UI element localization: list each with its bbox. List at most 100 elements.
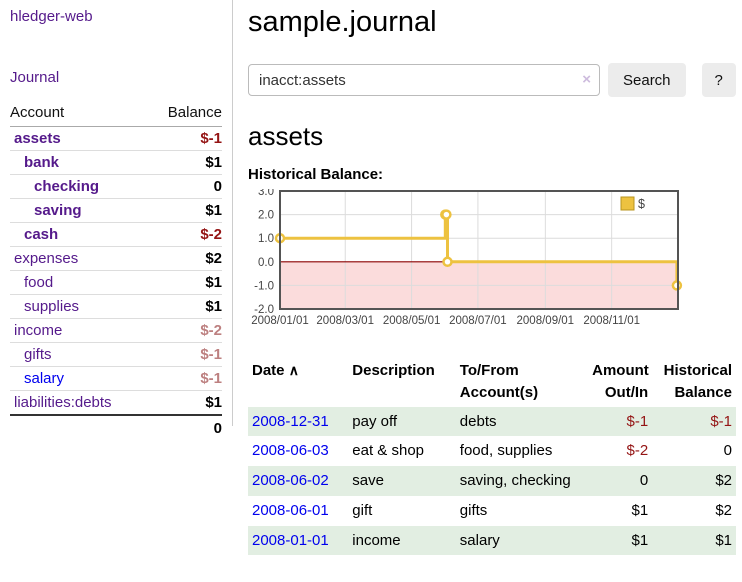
transaction-description: gift — [352, 501, 373, 519]
amount-header-line2: Out/In — [604, 383, 649, 401]
svg-text:2.0: 2.0 — [258, 210, 274, 222]
account-balance: $-1 — [148, 366, 222, 391]
transaction-balance: $2 — [715, 501, 732, 519]
register-header-amount: Amount Out/In — [588, 357, 652, 407]
account-row: checking 0 — [10, 174, 222, 199]
page-title: sample.journal — [248, 6, 437, 38]
account-row: income $-2 — [10, 318, 222, 343]
transaction-date-link[interactable]: 2008-06-01 — [252, 501, 329, 519]
account-row: liabilities:debts $1 — [10, 390, 222, 415]
transaction-date-link[interactable]: 2008-06-03 — [252, 442, 329, 460]
svg-text:2008/01/01: 2008/01/01 — [251, 315, 309, 327]
svg-text:-2.0: -2.0 — [254, 304, 274, 316]
balance-header-line1: Historical — [663, 362, 732, 379]
account-link-cash[interactable]: cash — [24, 226, 59, 243]
register-row: 2008-06-01 gift gifts $1 $2 — [248, 496, 736, 526]
account-row: expenses $2 — [10, 246, 222, 271]
accounts-table: Account Balance assets $-1 bank $1 checking 0… — [10, 100, 222, 441]
register-header-row: Date ∧ Description To/From Account(s) Am… — [248, 357, 736, 407]
transaction-accounts: salary — [455, 525, 589, 556]
account-link-expenses[interactable]: expenses — [14, 250, 79, 267]
register-row: 2008-06-02 save saving, checking 0 $2 — [248, 466, 736, 496]
transaction-accounts: gifts — [459, 501, 488, 519]
svg-text:2008/07/01: 2008/07/01 — [449, 315, 507, 327]
register-row: 2008-06-03 eat & shop food, supplies $-2 0 — [248, 436, 736, 466]
accounts-header-balance: Balance — [148, 100, 222, 127]
register-header-accounts: To/From Account(s) — [456, 357, 588, 407]
register-row: 2008-12-31 pay off debts $-1 $-1 — [248, 406, 736, 437]
account-row: cash $-2 — [10, 222, 222, 247]
help-button[interactable]: ? — [701, 63, 736, 97]
svg-text:0.0: 0.0 — [258, 257, 274, 269]
account-link-saving[interactable]: saving — [34, 202, 82, 219]
transaction-balance: 0 — [723, 442, 732, 460]
register-row: 2008-01-01 income salary $1 $1 — [248, 525, 736, 556]
transaction-balance: $2 — [652, 466, 736, 496]
svg-text:2008/11/01: 2008/11/01 — [583, 315, 640, 327]
account-link-salary[interactable]: salary — [24, 370, 65, 387]
transaction-accounts: debts — [455, 406, 589, 437]
accounts-total-row: 0 — [10, 414, 222, 441]
date-header-label: Date — [252, 362, 285, 379]
account-row: saving $1 — [10, 198, 222, 223]
sort-asc-icon: ∧ — [288, 362, 299, 378]
main-content: sample.journal × Search ? assets Histori… — [248, 0, 738, 556]
account-balance: $1 — [148, 198, 222, 223]
transaction-date-link[interactable]: 2008-06-02 — [252, 472, 329, 489]
account-link-gifts[interactable]: gifts — [24, 346, 52, 363]
account-link-supplies[interactable]: supplies — [24, 298, 80, 315]
chart-label: Historical Balance: — [248, 166, 384, 183]
accounts-header-line1: To/From — [459, 362, 519, 379]
account-balance: 0 — [148, 174, 222, 199]
account-link-liabilities-debts[interactable]: liabilities:debts — [14, 394, 112, 411]
account-link-checking[interactable]: checking — [34, 178, 100, 195]
historical-balance-chart: 3.0 2.0 1.0 0.0 -1.0 -2.0 2008/01/01 2008/03/01… — [248, 186, 738, 341]
svg-text:3.0: 3.0 — [258, 189, 274, 198]
transaction-description: income — [348, 525, 456, 556]
account-balance: $1 — [148, 150, 222, 175]
accounts-header-account: Account — [10, 100, 149, 127]
register-header-description: Description — [352, 362, 435, 379]
transaction-date-link[interactable]: 2008-01-01 — [252, 531, 329, 549]
register-header-balance: Historical Balance — [652, 357, 736, 407]
account-balance: $-1 — [200, 130, 222, 147]
register-header-date[interactable]: Date ∧ — [248, 357, 348, 407]
account-link-bank[interactable]: bank — [24, 154, 60, 171]
account-row: salary $-1 — [10, 366, 222, 391]
sidebar-item-journal[interactable]: Journal — [10, 69, 60, 86]
accounts-total-spacer — [10, 414, 149, 441]
accounts-total-value: 0 — [148, 414, 222, 441]
transaction-description: eat & shop — [352, 442, 424, 460]
account-link-assets[interactable]: assets — [14, 130, 61, 147]
account-row: supplies $1 — [10, 294, 222, 319]
transaction-date-link[interactable]: 2008-12-31 — [252, 412, 329, 430]
account-balance: $-2 — [148, 222, 222, 247]
account-link-income[interactable]: income — [14, 322, 63, 339]
search-button[interactable]: Search — [608, 63, 686, 97]
transaction-amount: $-1 — [588, 406, 653, 437]
transaction-balance: $1 — [652, 525, 736, 556]
transaction-balance: $-1 — [652, 406, 736, 437]
account-balance: $-2 — [148, 318, 222, 343]
transaction-amount: $1 — [631, 501, 649, 519]
account-balance: $-1 — [148, 342, 222, 367]
clear-icon[interactable]: × — [582, 71, 591, 88]
register-table: Date ∧ Description To/From Account(s) Am… — [248, 357, 736, 556]
legend-swatch — [620, 196, 635, 211]
account-title: assets — [248, 121, 324, 151]
account-balance: $2 — [148, 246, 222, 271]
transaction-amount: $1 — [588, 525, 653, 556]
amount-header-line1: Amount — [592, 362, 649, 379]
legend-label: $ — [638, 197, 645, 211]
search-input[interactable] — [248, 64, 600, 96]
transaction-amount: 0 — [588, 466, 653, 496]
account-link-food[interactable]: food — [24, 274, 54, 291]
account-row: bank $1 — [10, 150, 222, 175]
accounts-header-line2: Account(s) — [459, 383, 539, 401]
brand-link[interactable]: hledger-web — [10, 8, 93, 25]
search-bar: × Search ? — [248, 63, 738, 97]
svg-text:-1.0: -1.0 — [254, 280, 274, 292]
transaction-accounts: saving, checking — [455, 466, 589, 496]
sidebar: hledger-web Journal Account Balance asse… — [0, 0, 232, 441]
